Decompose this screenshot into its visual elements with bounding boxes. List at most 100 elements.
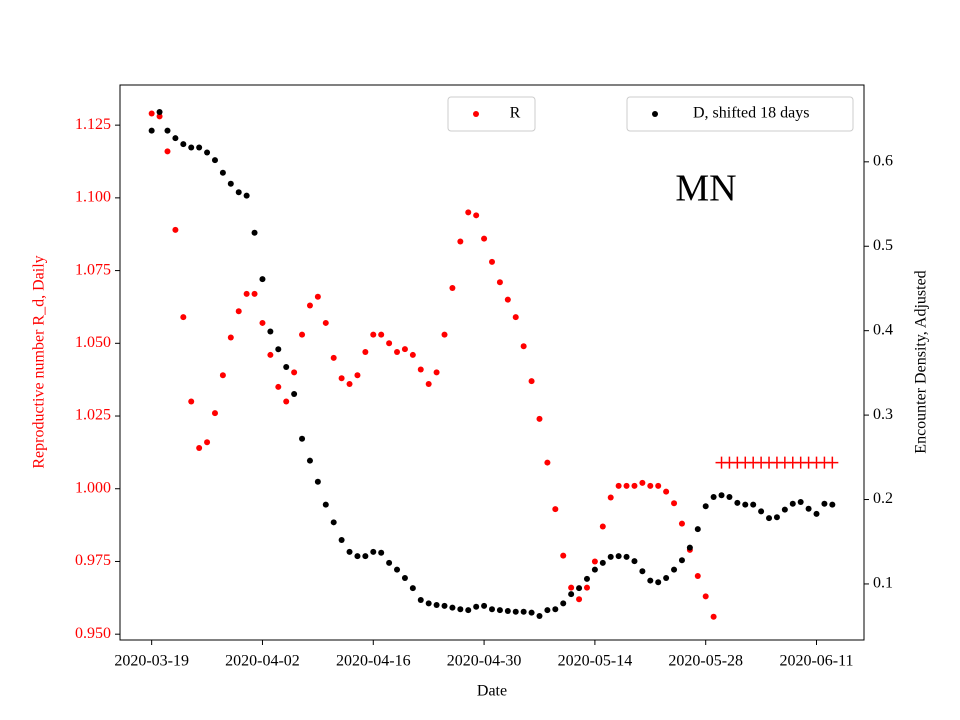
point xyxy=(758,508,765,515)
y2-tick-label: 0.3 xyxy=(873,406,893,423)
point xyxy=(267,328,274,335)
point xyxy=(291,390,298,397)
point xyxy=(465,209,472,216)
point xyxy=(726,493,733,500)
y-tick-label: 1.000 xyxy=(75,479,111,496)
x-tick-label: 2020-05-14 xyxy=(558,653,633,670)
x-axis-label: Date xyxy=(477,683,507,700)
point xyxy=(821,500,828,507)
point xyxy=(259,319,266,326)
point xyxy=(702,593,709,600)
point xyxy=(156,109,163,116)
point xyxy=(718,492,725,499)
legend-box xyxy=(626,96,854,132)
point xyxy=(473,603,480,610)
point xyxy=(623,553,630,560)
point xyxy=(180,141,187,148)
legend-box xyxy=(447,96,536,132)
point xyxy=(686,544,693,551)
point xyxy=(520,608,527,615)
y-tick-label: 1.025 xyxy=(75,407,111,424)
point xyxy=(394,566,401,573)
point xyxy=(520,343,527,350)
point xyxy=(394,349,401,356)
point xyxy=(591,558,598,565)
point xyxy=(678,557,685,564)
point xyxy=(496,607,503,614)
point xyxy=(481,602,488,609)
point xyxy=(631,482,638,489)
point xyxy=(750,501,757,508)
point xyxy=(702,503,709,510)
point xyxy=(789,500,796,507)
point xyxy=(378,331,385,338)
point xyxy=(655,482,662,489)
legend-marker xyxy=(652,111,658,117)
point xyxy=(473,212,480,219)
point xyxy=(188,398,195,405)
point xyxy=(283,398,290,405)
point xyxy=(306,457,313,464)
point xyxy=(172,226,179,233)
point xyxy=(306,302,313,309)
point xyxy=(401,575,408,582)
point xyxy=(441,602,448,609)
annotation: MN xyxy=(675,168,736,210)
point xyxy=(330,354,337,361)
point xyxy=(607,553,614,560)
point xyxy=(623,482,630,489)
point xyxy=(813,510,820,517)
point xyxy=(528,378,535,385)
point xyxy=(734,499,741,506)
y-tick-label: 1.100 xyxy=(75,189,111,206)
point xyxy=(354,553,361,560)
point xyxy=(378,549,385,556)
point xyxy=(647,577,654,584)
point xyxy=(314,293,321,300)
point xyxy=(417,366,424,373)
point xyxy=(481,235,488,242)
point xyxy=(599,523,606,530)
y2-tick-label: 0.6 xyxy=(873,152,893,169)
y-tick-label: 1.050 xyxy=(75,334,111,351)
point xyxy=(591,566,598,573)
point xyxy=(465,607,472,614)
point xyxy=(433,369,440,376)
point xyxy=(615,482,622,489)
point xyxy=(671,566,678,573)
point xyxy=(449,604,456,611)
point xyxy=(742,501,749,508)
point xyxy=(805,505,812,512)
point xyxy=(576,585,583,592)
point xyxy=(346,381,353,388)
point xyxy=(457,606,464,613)
point xyxy=(235,308,242,315)
point xyxy=(560,552,567,559)
point xyxy=(647,482,654,489)
point xyxy=(544,607,551,614)
point xyxy=(291,369,298,376)
x-tick-label: 2020-03-19 xyxy=(114,653,189,670)
point xyxy=(449,285,456,292)
point xyxy=(275,346,282,353)
y2-axis-label: Encounter Density, Adjusted xyxy=(913,270,930,453)
x-tick-label: 2020-04-30 xyxy=(447,653,522,670)
point xyxy=(322,501,329,508)
point xyxy=(235,189,242,196)
point xyxy=(425,600,432,607)
point xyxy=(607,494,614,501)
point xyxy=(204,439,211,446)
y-tick-label: 1.075 xyxy=(75,261,111,278)
point xyxy=(338,375,345,382)
point xyxy=(544,459,551,466)
point xyxy=(196,445,203,452)
point xyxy=(417,596,424,603)
point xyxy=(425,381,432,388)
point xyxy=(219,169,226,176)
point xyxy=(211,157,218,164)
legend-label: R xyxy=(510,105,521,122)
point xyxy=(401,346,408,353)
y2-tick-label: 0.5 xyxy=(873,237,893,254)
point xyxy=(330,519,337,526)
